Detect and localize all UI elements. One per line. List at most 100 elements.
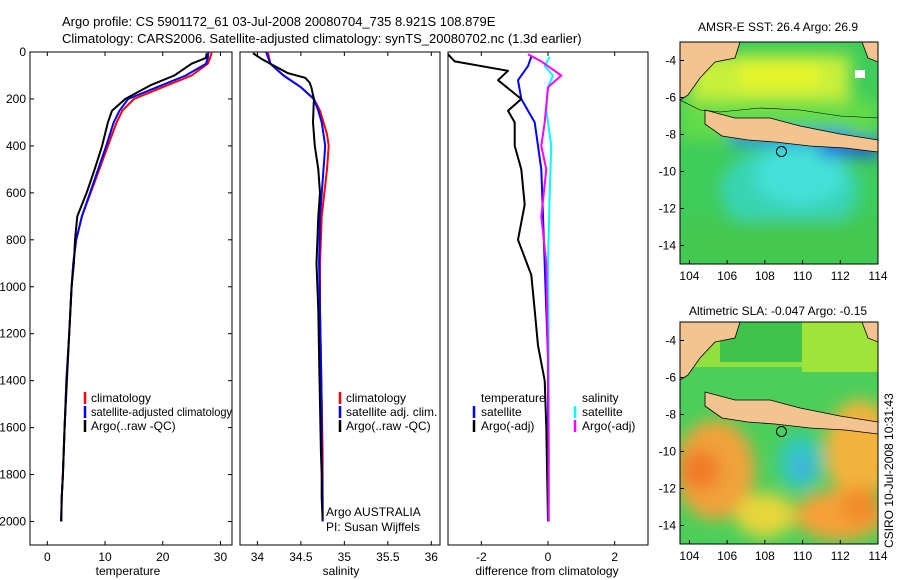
legend-label-climatology: climatology xyxy=(91,391,151,405)
x-tick-label: 35 xyxy=(338,550,352,564)
x-tick-label: 34 xyxy=(251,550,265,564)
lat-tick-label: -12 xyxy=(659,202,677,216)
difference-lines xyxy=(447,53,563,522)
series-line-satellite-adj-clim xyxy=(265,51,327,522)
x-tick-label: 34.5 xyxy=(289,550,313,564)
lat-tick-label: -14 xyxy=(659,519,677,533)
lon-tick-label: 114 xyxy=(868,269,887,283)
temperature-axes-frame xyxy=(29,51,233,546)
temperature-lines xyxy=(60,51,213,522)
salinity-lines xyxy=(252,51,330,522)
x-tick-label: 20 xyxy=(156,550,170,564)
lat-tick-label: -8 xyxy=(665,408,676,422)
difference-legend: temperature salinity satellite Argo(-adj… xyxy=(472,391,635,433)
temperature-legend: climatology satellite-adjusted climatolo… xyxy=(83,391,232,433)
timestamp-label: CSIRO 10-Jul-2008 10:31:43 xyxy=(882,393,896,548)
lon-tick-label: 106 xyxy=(717,549,737,563)
salinity-legend: climatology satellite adj. clim. Argo(..… xyxy=(338,391,437,433)
sst-map-panel: AMSR-E SST: 26.4 Argo: 26.9 104 106 108 110… xyxy=(659,20,888,283)
y-tick-label: 200 xyxy=(6,92,26,106)
series-line-temperature-argo-adj xyxy=(447,53,549,522)
legend-title-temperature: temperature xyxy=(481,391,546,405)
sla-map-image xyxy=(680,322,878,544)
legend-label-argo: Argo(..raw -QC) xyxy=(346,419,431,433)
lon-tick-label: 104 xyxy=(679,269,699,283)
lat-tick-label: -6 xyxy=(665,91,676,105)
y-tick-label: 400 xyxy=(6,139,26,153)
sla-map-frame xyxy=(679,321,879,545)
x-tick-label: 0 xyxy=(545,550,552,564)
series-line-satellite-adjusted-climatology xyxy=(60,51,210,522)
series-line-argo-raw-qc xyxy=(252,52,324,520)
sst-map-title: AMSR-E SST: 26.4 Argo: 26.9 xyxy=(698,20,858,34)
series-line-climatology xyxy=(60,51,213,522)
legend-label-satellite-adj: satellite adj. clim. xyxy=(346,405,437,419)
salinity-axes-frame xyxy=(239,51,441,546)
lon-tick-label: 108 xyxy=(755,269,775,283)
pi-annotation: PI: Susan Wijffels xyxy=(326,520,420,534)
lon-tick-label: 114 xyxy=(868,549,887,563)
lat-tick-label: -12 xyxy=(659,482,677,496)
lat-tick-label: -14 xyxy=(659,239,677,253)
argo-program-annotation: Argo AUSTRALIA xyxy=(326,505,421,519)
sla-map-panel: Altimetric SLA: -0.047 Argo: -0.15 104 10… xyxy=(659,304,888,564)
x-tick-label: -2 xyxy=(476,550,487,564)
y-tick-label: 1400 xyxy=(0,374,26,388)
lat-tick-label: -10 xyxy=(659,445,677,459)
sla-map-ticks: 104 106 108 110 112 114 -4 -6 -8 -10 -12 -14 xyxy=(659,334,888,564)
legend-label-sal-argo: Argo(-adj) xyxy=(582,419,635,433)
y-tick-label: 2000 xyxy=(0,515,26,529)
y-tick-label: 800 xyxy=(6,233,26,247)
lat-tick-label: -10 xyxy=(659,165,677,179)
lon-tick-label: 110 xyxy=(793,549,812,563)
sst-map-image xyxy=(680,42,878,264)
y-tick-label: 1200 xyxy=(0,327,26,341)
salinity-ticks: 34 34.5 35 35.5 36 xyxy=(251,52,439,564)
series-line-salinity-argo-adj xyxy=(527,53,563,522)
lat-tick-label: -6 xyxy=(665,371,676,385)
lon-tick-label: 112 xyxy=(831,549,850,563)
y-tick-label: 1800 xyxy=(0,468,26,482)
y-tick-label: 1600 xyxy=(0,421,26,435)
legend-label-sal-satellite: satellite xyxy=(582,405,623,419)
difference-panel: -2 0 2 difference from climatology tempera… xyxy=(447,51,649,578)
salinity-xlabel: salinity xyxy=(323,564,360,578)
legend-label-temp-argo: Argo(-adj) xyxy=(481,419,534,433)
lon-tick-label: 112 xyxy=(831,269,850,283)
series-line-argo-raw-qc xyxy=(60,53,208,522)
legend-title-salinity: salinity xyxy=(582,391,619,405)
sla-map-title: Altimetric SLA: -0.047 Argo: -0.15 xyxy=(689,304,867,318)
difference-ticks: -2 0 2 xyxy=(476,52,618,564)
lat-tick-label: -8 xyxy=(665,128,676,142)
figure-title-line2: Climatology: CARS2006. Satellite-adjuste… xyxy=(62,31,582,46)
figure-title-line1: Argo profile: CS 5901172_61 03-Jul-2008 … xyxy=(62,14,496,29)
x-tick-label: 10 xyxy=(98,550,112,564)
y-tick-label: 1000 xyxy=(0,280,26,294)
x-tick-label: 35.5 xyxy=(376,550,400,564)
salinity-panel: 34 34.5 35 35.5 36 salinity climatology sate… xyxy=(239,51,441,578)
sst-map-frame xyxy=(679,41,879,265)
lon-tick-label: 106 xyxy=(717,269,737,283)
lon-tick-label: 104 xyxy=(679,549,699,563)
legend-label-climatology: climatology xyxy=(346,391,406,405)
difference-xlabel: difference from climatology xyxy=(475,564,618,578)
y-tick-label: 0 xyxy=(19,45,26,59)
legend-label-argo: Argo(..raw -QC) xyxy=(91,419,176,433)
lon-tick-label: 108 xyxy=(755,549,775,563)
x-tick-label: 36 xyxy=(425,550,439,564)
sst-map-ticks: 104 106 108 110 112 114 -4 -6 -8 -10 -12 -14 xyxy=(659,54,888,284)
sla-argo-position-marker xyxy=(775,426,787,438)
lon-tick-label: 110 xyxy=(793,269,812,283)
y-tick-label: 600 xyxy=(6,186,26,200)
sst-argo-position-marker xyxy=(775,146,787,158)
lat-tick-label: -4 xyxy=(665,54,676,68)
legend-label-satellite-adjusted: satellite-adjusted climatology xyxy=(91,405,232,419)
x-tick-label: 0 xyxy=(44,550,51,564)
temperature-ticks: 0 10 20 30 0 200 400 600 800 1000 1200 1400 1600 1800… xyxy=(0,45,232,564)
temperature-panel: 0 10 20 30 0 200 400 600 800 1000 1200 1400 1600 1800… xyxy=(0,45,233,578)
lat-tick-label: -4 xyxy=(665,334,676,348)
temperature-xlabel: temperature xyxy=(96,564,161,578)
legend-label-temp-satellite: satellite xyxy=(481,405,522,419)
x-tick-label: 2 xyxy=(611,550,618,564)
